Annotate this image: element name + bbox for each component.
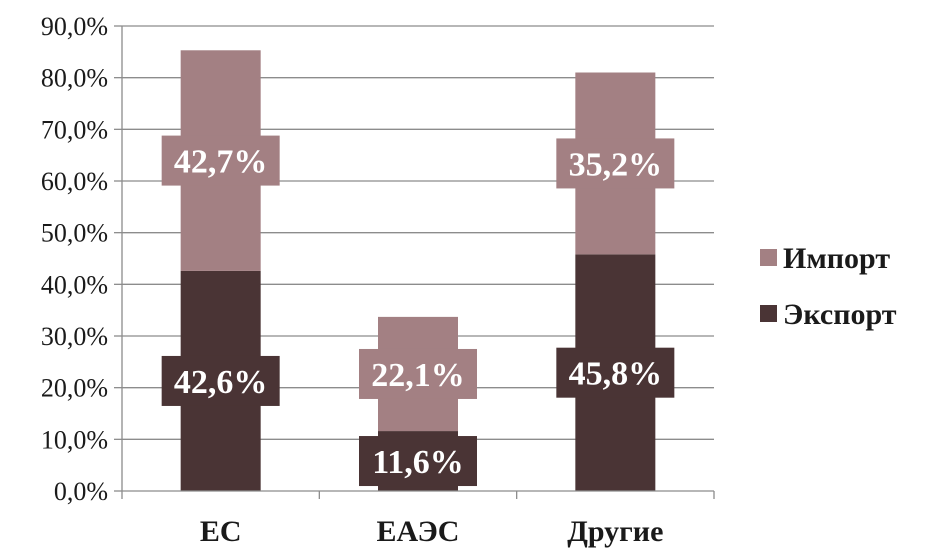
data-label: 45,8%: [569, 356, 663, 393]
y-tick-label: 50,0%: [41, 219, 108, 248]
x-axis-category-labels: ЕС ЕАЭС Другие: [200, 515, 664, 548]
data-label: 11,6%: [372, 444, 464, 481]
data-label-box: [359, 348, 477, 399]
x-category-label: Другие: [567, 515, 663, 548]
data-label: 42,6%: [174, 364, 268, 401]
x-category-label: ЕС: [200, 515, 242, 548]
x-category-label: ЕАЭС: [377, 515, 460, 548]
y-tick-label: 80,0%: [41, 64, 108, 93]
data-label-box: [161, 135, 280, 186]
y-tick-label: 70,0%: [41, 115, 108, 144]
data-label-box: [161, 355, 280, 406]
data-label: 22,1%: [371, 357, 465, 394]
data-label-box: [556, 138, 675, 189]
legend-swatch: [760, 249, 777, 266]
legend-label: Импорт: [783, 242, 890, 275]
y-tick-label: 30,0%: [41, 322, 108, 351]
legend-label: Экспорт: [783, 298, 897, 331]
data-label: 42,7%: [174, 144, 268, 181]
data-label-box: [556, 347, 675, 398]
y-tick-label: 0,0%: [54, 477, 108, 506]
data-label: 35,2%: [569, 146, 663, 183]
x-axis: [121, 26, 715, 499]
y-tick-label: 10,0%: [41, 425, 108, 454]
legend: Импорт Экспорт: [760, 242, 897, 331]
data-label-box: [359, 436, 477, 487]
legend-swatch: [760, 305, 777, 322]
y-tick-label: 60,0%: [41, 167, 108, 196]
bars: 42,6% 42,7% 11,6% 22,1% 45,8% 35,2%: [161, 50, 675, 491]
y-tick-label: 20,0%: [41, 374, 108, 403]
y-axis-tick-labels: 0,0% 10,0% 20,0% 30,0% 40,0% 50,0% 60,0% 70,0% 8…: [41, 12, 108, 506]
y-tick-label: 90,0%: [41, 12, 108, 41]
y-tick-label: 40,0%: [41, 270, 108, 299]
